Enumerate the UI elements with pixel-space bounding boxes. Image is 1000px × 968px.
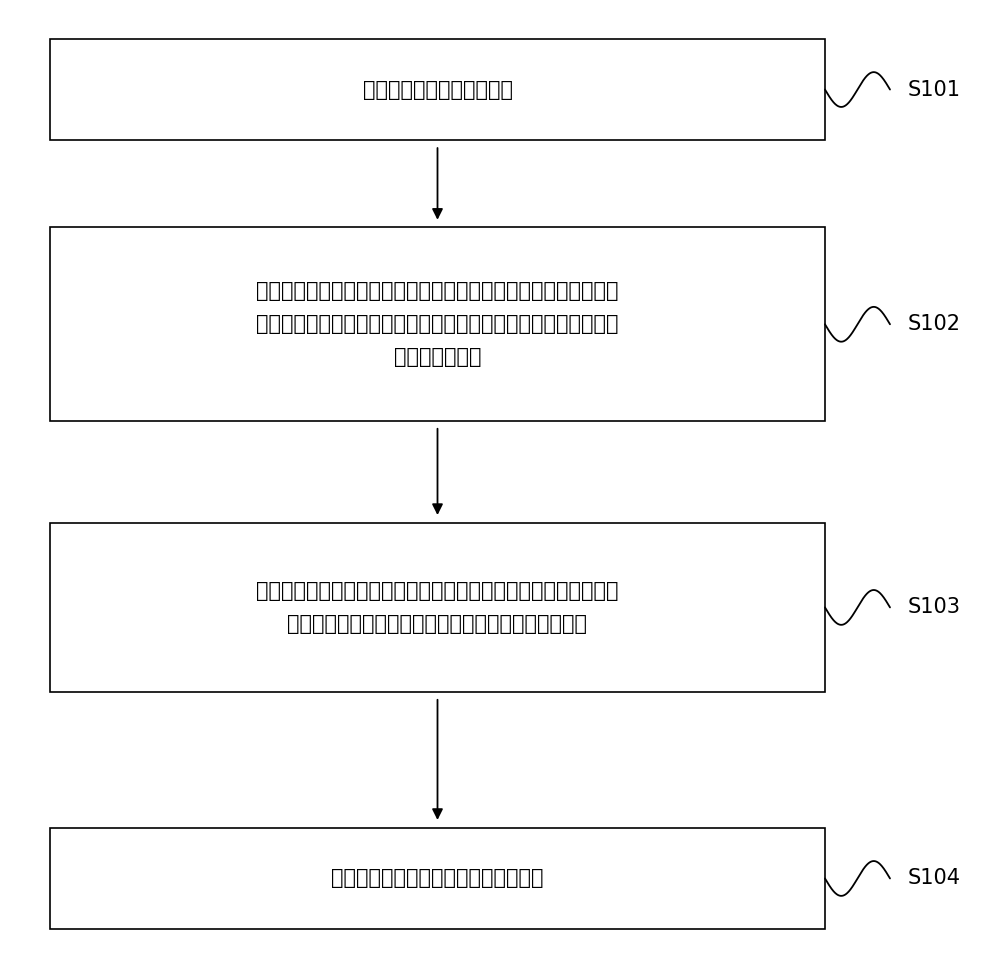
Text: 若判断车辆满足设定条件，获取发动机的断油补偿转速；其中，断
油补偿转速大于设定条件下对应的发动机恢复供油转速: 若判断车辆满足设定条件，获取发动机的断油补偿转速；其中，断 油补偿转速大于设定条… (256, 581, 619, 634)
Text: 检测车辆发动机的供油状态: 检测车辆发动机的供油状态 (362, 79, 512, 100)
Text: 根据断油补偿转速控制车辆的降挡节点: 根据断油补偿转速控制车辆的降挡节点 (331, 868, 544, 889)
Bar (50, 828, 825, 929)
Bar (50, 227, 825, 421)
Text: S101: S101 (908, 79, 961, 100)
Text: S103: S103 (908, 597, 961, 618)
Bar (50, 39, 825, 140)
Text: S102: S102 (908, 315, 961, 334)
Text: 若判断车辆发动机处于断油状态，检测车辆是否满足设定条件；其
中，车辆满足设定条件包括车辆的空调打开、车辆行驶于高原环境
或者车辆急刹车: 若判断车辆发动机处于断油状态，检测车辆是否满足设定条件；其 中，车辆满足设定条件… (256, 282, 619, 367)
Bar (50, 523, 825, 692)
Text: S104: S104 (908, 868, 961, 889)
